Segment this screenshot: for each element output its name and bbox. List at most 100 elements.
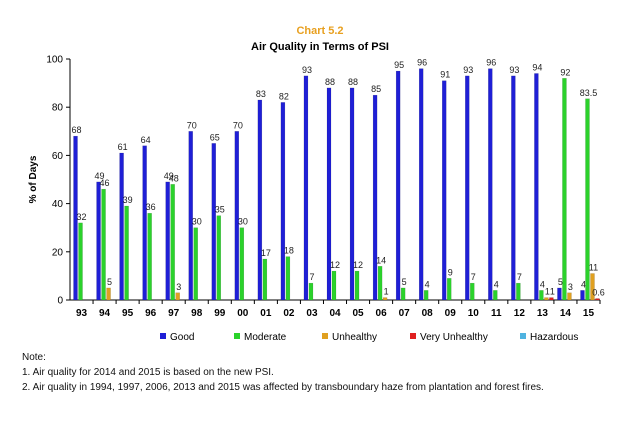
bar-good	[119, 152, 124, 301]
data-label: 4	[425, 279, 430, 289]
data-label: 18	[284, 246, 294, 256]
data-label: 5	[402, 277, 407, 287]
data-label: 7	[517, 272, 522, 282]
bar-unhealthy	[567, 292, 572, 301]
bar-moderate	[285, 256, 291, 301]
data-label: 94	[532, 62, 542, 72]
x-tick-label: 98	[191, 308, 203, 319]
data-label: 12	[353, 260, 363, 270]
data-label: 9	[448, 267, 453, 277]
x-tick-label: 13	[537, 308, 549, 319]
bar-moderate	[354, 270, 360, 301]
bar-unhealthy	[544, 297, 549, 301]
data-label: 1	[545, 287, 550, 297]
data-label: 93	[509, 65, 519, 75]
x-tick-label: 10	[468, 308, 480, 319]
bar-good	[418, 68, 424, 301]
bar-moderate	[516, 282, 521, 301]
bar-good	[73, 135, 78, 301]
bar-unhealthy	[590, 273, 595, 301]
bar-good	[349, 87, 355, 301]
data-label: 88	[325, 77, 335, 87]
bar-good	[488, 68, 493, 301]
data-label: 35	[215, 205, 225, 215]
data-label: 48	[169, 173, 179, 183]
bar-unhealthy	[106, 287, 111, 301]
bar-moderate	[147, 213, 152, 301]
bar-very-unhealthy	[549, 297, 554, 301]
data-label: 65	[210, 132, 220, 142]
bar-moderate	[470, 282, 475, 301]
data-label: 92	[560, 67, 570, 77]
data-label: 4	[540, 279, 545, 289]
bar-moderate	[216, 215, 221, 301]
y-axis-label: % of Days	[28, 155, 39, 203]
bar-good	[96, 181, 101, 301]
data-label: 96	[486, 58, 496, 68]
bar-moderate	[101, 188, 106, 301]
bar-moderate	[124, 205, 129, 301]
bar-moderate	[331, 270, 337, 301]
bar-moderate	[78, 222, 83, 301]
x-tick-label: 93	[76, 308, 88, 319]
legend-swatch	[322, 333, 328, 339]
data-label: 32	[77, 212, 87, 222]
bar-moderate	[193, 227, 198, 301]
x-tick-label: 00	[237, 308, 249, 319]
x-tick-label: 99	[214, 308, 226, 319]
note-line-1: 1. Air quality for 2014 and 2015 is base…	[22, 367, 274, 378]
bar-good	[511, 75, 516, 301]
data-label: 3	[568, 282, 573, 292]
bar-good	[395, 70, 401, 301]
data-label: 93	[302, 65, 312, 75]
bar-moderate	[400, 287, 406, 301]
data-label: 39	[123, 195, 133, 205]
legend-label: Hazardous	[530, 332, 578, 343]
notes: Note: 1. Air quality for 2014 and 2015 i…	[22, 350, 632, 395]
bar-good	[442, 80, 447, 301]
bar-good	[211, 143, 216, 301]
bar-moderate	[562, 78, 567, 301]
bar-moderate	[377, 266, 383, 301]
data-label: 11	[589, 262, 598, 272]
data-label: 30	[192, 217, 202, 227]
bar-good	[303, 75, 309, 301]
bar-good	[142, 145, 147, 301]
x-tick-label: 07	[399, 308, 411, 319]
data-label: 91	[440, 70, 450, 80]
bar-good	[280, 102, 286, 301]
data-label: 17	[261, 248, 271, 258]
data-label: 61	[118, 142, 128, 152]
x-tick-label: 14	[560, 308, 572, 319]
legend-label: Very Unhealthy	[420, 332, 488, 343]
x-tick-label: 08	[422, 308, 434, 319]
legend-swatch	[520, 333, 526, 339]
chart-title: Air Quality in Terms of PSI	[251, 41, 389, 53]
data-label: 70	[187, 120, 197, 130]
legend-swatch	[160, 333, 166, 339]
x-tick-label: 09	[445, 308, 457, 319]
legend-label: Good	[170, 332, 194, 343]
bar-good	[165, 181, 170, 301]
legend-swatch	[410, 333, 416, 339]
data-label: 3	[176, 282, 181, 292]
x-tick-label: 03	[306, 308, 318, 319]
data-label: 5	[107, 277, 112, 287]
bar-good	[557, 287, 562, 301]
x-tick-label: 95	[122, 308, 134, 319]
data-label: 4	[494, 279, 499, 289]
x-tick-label: 15	[583, 308, 595, 319]
bar-moderate	[262, 258, 268, 301]
data-label: 96	[417, 58, 427, 68]
bar-good	[188, 131, 193, 301]
data-label: 36	[146, 202, 156, 212]
x-tick-label: 06	[376, 308, 388, 319]
x-tick-label: 12	[514, 308, 526, 319]
notes-heading: Note:	[22, 352, 46, 363]
y-tick-label: 40	[52, 199, 64, 210]
chart-number: Chart 5.2	[296, 25, 343, 37]
bar-moderate	[239, 227, 245, 301]
x-tick-label: 04	[329, 308, 341, 319]
bar-very-unhealthy	[595, 298, 600, 301]
bar-moderate	[539, 290, 544, 301]
